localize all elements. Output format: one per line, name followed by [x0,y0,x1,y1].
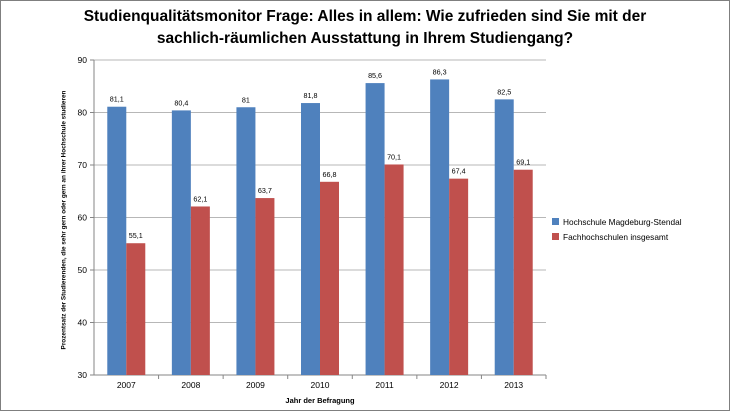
bar-series-2-2010 [320,181,339,375]
legend-label-series-1: Hochschule Magdeburg-Stendal [563,216,682,227]
data-label-series-1-2011: 85,6 [368,71,382,80]
bar-series-1-2013 [494,99,514,375]
y-tick-label-30: 30 [78,370,88,380]
y-axis-label: Prozentsatz der Studierenden, die sehr g… [60,90,68,350]
data-label-series-1-2008: 80,4 [174,98,188,107]
x-axis-label: Jahr der Befragung [285,396,355,405]
bar-series-1-2010 [301,103,320,376]
data-label-series-2-2011: 70,1 [387,152,401,161]
bar-series-2-2012 [449,178,469,375]
legend: Hochschule Magdeburg-Stendal Fachhochsch… [552,214,682,244]
data-label-series-1-2009: 81 [242,95,250,104]
data-label-series-2-2012: 67,4 [452,167,466,176]
x-tick-label-2008: 2008 [181,380,200,390]
x-tick-label-2012: 2012 [440,380,459,390]
bar-series-1-2009 [236,107,256,375]
bar-series-2-2008 [190,206,210,375]
legend-item-series-2: Fachhochschulen insgesamt [552,229,682,244]
x-tick-label-2009: 2009 [246,380,265,390]
bar-series-2-2007 [126,243,146,375]
data-label-series-2-2010: 66,8 [323,170,337,179]
data-label-series-1-2013: 82,5 [497,87,511,96]
legend-swatch-series-2 [552,233,559,240]
y-tick-label-40: 40 [78,318,88,328]
data-label-series-1-2012: 86,3 [433,67,447,76]
bar-series-1-2012 [430,79,450,376]
x-tick-label-2007: 2007 [117,380,136,390]
chart-title-line-1: Studienqualitätsmonitor Frage: Alles in … [83,8,647,25]
data-label-series-2-2009: 63,7 [258,186,272,195]
bar-series-1-2007 [107,106,127,375]
y-tick-label-90: 90 [78,55,88,65]
x-tick-label-2011: 2011 [375,380,394,390]
bar-series-2-2013 [513,169,533,375]
chart-title: Studienqualitätsmonitor Frage: Alles in … [40,6,690,50]
bar-series-2-2011 [384,164,404,375]
data-label-series-2-2008: 62,1 [193,194,207,203]
y-tick-label-80: 80 [78,108,88,118]
data-label-series-1-2010: 81,8 [304,91,318,100]
data-label-series-2-2007: 55,1 [129,231,143,240]
y-tick-label-70: 70 [78,160,88,170]
y-tick-label-60: 60 [78,213,88,223]
data-label-series-2-2013: 69,1 [516,158,530,167]
bar-series-1-2008 [171,110,191,376]
legend-item-series-1: Hochschule Magdeburg-Stendal [552,214,682,229]
bar-series-1-2011 [365,83,385,375]
x-tick-label-2013: 2013 [504,380,523,390]
bar-series-2-2009 [255,198,275,375]
legend-label-series-2: Fachhochschulen insgesamt [563,231,669,242]
data-label-series-1-2007: 81,1 [110,95,124,104]
x-tick-label-2010: 2010 [311,380,330,390]
chart-title-line-2: sachlich-räumlichen Ausstattung in Ihrem… [156,30,574,47]
y-tick-label-50: 50 [78,265,88,275]
legend-swatch-series-1 [552,218,559,225]
